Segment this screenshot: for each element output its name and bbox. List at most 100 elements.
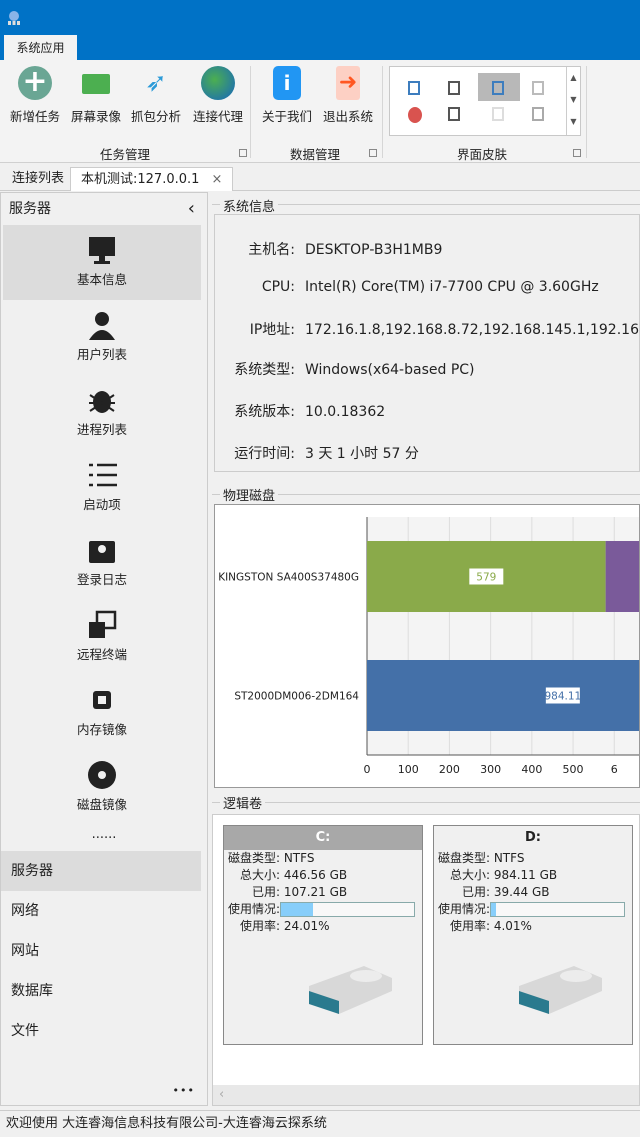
proxy-button[interactable]: 连接代理 bbox=[187, 66, 249, 125]
video-camera-icon bbox=[82, 74, 110, 94]
status-bar: 欢迎使用 大连睿海信息科技有限公司-大连睿海云探系统 bbox=[0, 1110, 640, 1136]
plus-circle-icon: + bbox=[18, 66, 52, 100]
volume-name: D: bbox=[525, 830, 541, 845]
category-label: ST2000DM006-2DM164 bbox=[234, 691, 359, 703]
category-database[interactable]: 数据库 bbox=[11, 983, 53, 999]
usage-bar bbox=[490, 902, 625, 917]
hostname-label: 主机名: bbox=[248, 242, 295, 258]
windows-icon bbox=[87, 600, 117, 638]
group-label-skin: 界面皮肤 bbox=[457, 147, 508, 162]
hostname-value: DESKTOP-B3H1MB9 bbox=[305, 242, 443, 258]
nav-memory-image[interactable]: 内存镜像 bbox=[3, 675, 201, 750]
hard-drive-icon bbox=[309, 966, 392, 1014]
id-badge-icon bbox=[87, 525, 117, 563]
disk-bar-chart: 0 100 200 300 400 500 6 KINGSTON SA400S37480G 57… bbox=[218, 517, 639, 776]
volume-card-c[interactable]: C: 磁盘类型: NTFS 总大小: 446.56 GB 已用: 107.21 … bbox=[223, 825, 423, 1045]
gallery-scrollbar[interactable]: ▲ ▼ ▼ bbox=[566, 67, 580, 135]
total-size: 984.11 GB bbox=[493, 868, 558, 882]
ip-value: 172.16.1.8,192.168.8.72,192.168.145.1,19… bbox=[305, 322, 640, 338]
ribbon-tab-system[interactable]: 系统应用 bbox=[4, 35, 77, 60]
user-icon bbox=[87, 300, 117, 340]
x-tick-label: 200 bbox=[439, 763, 460, 776]
skin-gallery[interactable]: ▲ ▼ ▼ bbox=[389, 66, 581, 136]
os-type-value: Windows(x64-based PC) bbox=[305, 362, 475, 378]
category-file[interactable]: 文件 bbox=[11, 1023, 39, 1039]
tab-connection-list[interactable]: 连接列表 bbox=[12, 171, 65, 186]
usage-rate: 4.01% bbox=[493, 919, 532, 933]
os-version-label: 系统版本: bbox=[234, 404, 295, 420]
horizontal-scrollbar[interactable]: ‹ bbox=[213, 1085, 639, 1105]
tab-label: 本机测试:127.0.0.1 bbox=[81, 172, 200, 187]
label: 退出系统 bbox=[322, 109, 373, 124]
dialog-launcher-icon[interactable] bbox=[573, 149, 581, 157]
overflow-menu-button[interactable]: ••• bbox=[172, 1084, 195, 1097]
label: 连接代理 bbox=[192, 109, 243, 124]
nav-disk-image[interactable]: 磁盘镜像 bbox=[3, 750, 201, 825]
group-label-task: 任务管理 bbox=[100, 147, 151, 162]
nav-login-log[interactable]: 登录日志 bbox=[3, 525, 201, 600]
sysinfo-title: 系统信息 bbox=[220, 196, 279, 215]
disc-icon bbox=[87, 750, 117, 789]
label: 屏幕录像 bbox=[70, 109, 121, 124]
x-tick-label: 500 bbox=[563, 763, 584, 776]
x-tick-label: 6 bbox=[611, 763, 618, 776]
cpu-value: Intel(R) Core(TM) i7-7700 CPU @ 3.60GHz bbox=[305, 279, 599, 295]
nav-process-list[interactable]: 进程列表 bbox=[3, 375, 201, 450]
usage-rate: 24.01% bbox=[283, 919, 330, 933]
volume-card-d[interactable]: D: 磁盘类型: NTFS 总大小: 984.11 GB 已用: 39.44 G… bbox=[433, 825, 633, 1045]
os-type-label: 系统类型: bbox=[234, 362, 295, 378]
bar bbox=[367, 660, 639, 731]
label: 抓包分析 bbox=[130, 109, 181, 124]
dialog-launcher-icon[interactable] bbox=[369, 149, 377, 157]
label: 关于我们 bbox=[261, 109, 312, 124]
fs-type: NTFS bbox=[283, 851, 315, 865]
x-tick-label: 400 bbox=[521, 763, 542, 776]
category-server[interactable]: 服务器 bbox=[1, 851, 201, 891]
data-label-bg bbox=[469, 568, 504, 585]
nav-basic-info[interactable]: 基本信息 bbox=[3, 225, 201, 300]
volume-name: C: bbox=[224, 826, 422, 850]
nav-startup[interactable]: 启动项 bbox=[3, 450, 201, 525]
globe-icon bbox=[201, 66, 235, 100]
total-size: 446.56 GB bbox=[283, 868, 348, 882]
category-website[interactable]: 网站 bbox=[11, 943, 39, 959]
more-indicator: ...... bbox=[91, 827, 117, 842]
exit-arrow-icon: ➜ bbox=[336, 66, 360, 100]
disk-chart: 0 100 200 300 400 500 6 KINGSTON SA400S37480G 57… bbox=[214, 504, 640, 788]
exit-button[interactable]: ➜ 退出系统 bbox=[317, 66, 379, 125]
bar-segment bbox=[605, 541, 639, 612]
x-tick-label: 300 bbox=[480, 763, 501, 776]
close-icon[interactable]: × bbox=[211, 172, 223, 187]
packet-analysis-button[interactable]: ➶ 抓包分析 bbox=[125, 66, 187, 125]
uptime-label: 运行时间: bbox=[234, 446, 295, 462]
chip-icon bbox=[87, 675, 117, 709]
fs-type: NTFS bbox=[493, 851, 525, 865]
sidebar-title: 服务器 bbox=[9, 201, 51, 217]
nav-remote-terminal[interactable]: 远程终端 bbox=[3, 600, 201, 675]
system-info-panel: 主机名: DESKTOP-B3H1MB9 CPU: Intel(R) Core(TM… bbox=[214, 214, 640, 472]
used-size: 39.44 GB bbox=[493, 885, 550, 899]
category-network[interactable]: 网络 bbox=[11, 903, 39, 919]
about-button[interactable]: i 关于我们 bbox=[256, 66, 318, 125]
uptime-value: 3 天 1 小时 57 分 bbox=[305, 446, 419, 462]
shark-icon: ➶ bbox=[145, 68, 167, 98]
ip-label: IP地址: bbox=[249, 322, 295, 338]
group-label-data: 数据管理 bbox=[290, 147, 341, 162]
monitor-icon bbox=[87, 225, 117, 264]
data-label: 579 bbox=[476, 572, 496, 584]
dialog-launcher-icon[interactable] bbox=[239, 149, 247, 157]
volumes-panel: C: 磁盘类型: NTFS 总大小: 446.56 GB 已用: 107.21 … bbox=[212, 814, 640, 1106]
category-label: KINGSTON SA400S37480G bbox=[218, 572, 359, 584]
screen-record-button[interactable]: 屏幕录像 bbox=[65, 66, 127, 125]
info-icon: i bbox=[273, 66, 301, 100]
add-task-button[interactable]: + 新增任务 bbox=[4, 66, 66, 125]
data-label-bg bbox=[545, 687, 580, 704]
hard-drive-icon bbox=[519, 966, 602, 1014]
sidebar: 服务器 ‹ 基本信息 用户列表 进程列表 启动项 登录日志 远程终端 内存镜像 磁… bbox=[0, 192, 208, 1106]
cpu-label: CPU: bbox=[261, 279, 295, 295]
collapse-icon[interactable]: ‹ bbox=[187, 198, 195, 219]
bug-icon bbox=[87, 375, 117, 413]
nav-user-list[interactable]: 用户列表 bbox=[3, 300, 201, 375]
